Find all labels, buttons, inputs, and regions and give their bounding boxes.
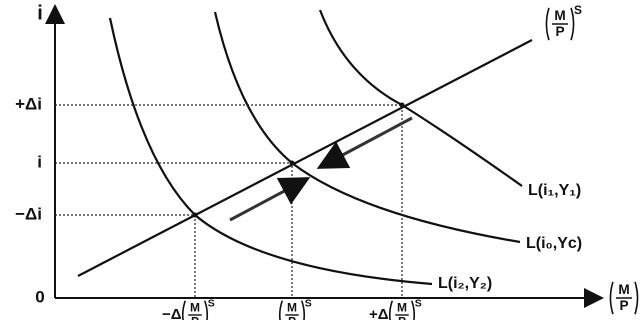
prefix: −Δ bbox=[162, 306, 182, 320]
paren bbox=[634, 281, 639, 315]
paren bbox=[570, 7, 575, 41]
paren bbox=[278, 300, 284, 320]
equilibrium-point bbox=[192, 212, 198, 218]
arrow bbox=[316, 116, 413, 169]
curve-label: L(i₁,Y₁) bbox=[528, 182, 581, 199]
y-axis-label: i bbox=[37, 2, 43, 24]
numerator: M bbox=[554, 8, 565, 23]
demand-curve bbox=[213, 11, 521, 244]
supply-line bbox=[77, 39, 533, 277]
curve-label: L(i₀,Yc) bbox=[526, 235, 582, 252]
paren bbox=[410, 300, 416, 320]
y-level-label: −Δi bbox=[15, 204, 42, 223]
arrow bbox=[229, 177, 311, 222]
numerator: M bbox=[190, 300, 200, 314]
superscript: S bbox=[305, 298, 312, 310]
equilibrium-point bbox=[289, 160, 295, 166]
superscript: S bbox=[208, 298, 215, 310]
y-level-label: +Δi bbox=[15, 94, 42, 113]
paren bbox=[181, 300, 187, 320]
y-level-label: i bbox=[37, 152, 42, 171]
numerator: M bbox=[397, 300, 407, 314]
denominator: P bbox=[191, 315, 199, 320]
paren bbox=[388, 300, 394, 320]
denominator: P bbox=[288, 315, 296, 320]
denominator: P bbox=[555, 24, 564, 39]
superscript: S bbox=[574, 3, 582, 17]
numerator: M bbox=[287, 300, 297, 314]
denominator: P bbox=[398, 315, 406, 320]
origin-label: 0 bbox=[35, 287, 44, 306]
curve-label: L(i₂,Y₂) bbox=[438, 275, 492, 292]
paren bbox=[203, 300, 209, 320]
prefix: +Δ bbox=[369, 306, 389, 320]
numerator: M bbox=[618, 282, 629, 297]
superscript: S bbox=[415, 298, 422, 310]
demand-curve bbox=[108, 17, 433, 286]
denominator: P bbox=[619, 298, 628, 313]
equilibrium-point bbox=[399, 102, 405, 108]
paren bbox=[300, 300, 306, 320]
paren bbox=[609, 281, 614, 315]
paren bbox=[545, 7, 550, 41]
